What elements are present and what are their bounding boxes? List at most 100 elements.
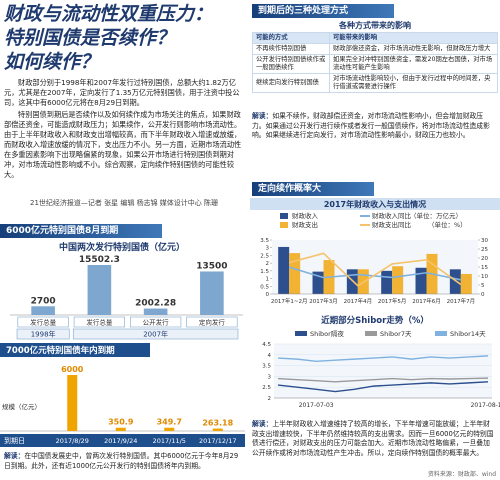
note: 解读：如果不续作，财政部偿还资金，对市场流动性影响小，但会增加财政压力。如果通过… [252,112,496,141]
bar [200,271,224,315]
label-box [186,316,238,328]
plot-bg [274,344,492,398]
x-tick-label: 发行总量 [30,318,57,327]
x-tick-label: 2017-07-03 [299,402,334,409]
y-tick-label: 4.5 [262,342,271,348]
table-cell: 对市场流动性影响较小，但由于发行过程中的时间差，央行借道或需要进行操作 [329,73,498,93]
y2-tick-label: 5 [481,283,485,289]
note-label: 解读： [252,420,273,428]
value-label: 15502.3 [79,255,120,265]
label-box [73,316,125,328]
line [288,266,461,281]
table-header: 可能带来的影响 [329,32,498,44]
y2-tick-label: 20 [481,256,488,262]
legend-swatch [280,222,288,228]
chart: 中国两次发行特别国债（亿元） 2700 发行总量 15502.3 发行总量 2002.28… [10,241,243,340]
title-band [250,198,500,210]
group-label: 2007年 [143,330,168,339]
headline-line: 财政与流动性双重压力： [4,3,214,25]
bar [31,306,55,315]
y-axis-title: 规模（亿元） [2,402,41,411]
y2-tick-label: 30 [481,238,488,244]
x-tick-label: 2017年5月 [378,297,407,305]
table-cell: 不再续作特别国债 [252,43,330,55]
y-tick-label: 0.5 [260,284,269,290]
section-banner: 6000亿元特别国债8月到期 [0,224,162,238]
table-cell: 如果完全对冲特别国债资金，需发20期左右国债，对市场流动性可能产生影响 [329,54,498,74]
bar [381,270,393,294]
x-tick-label: 2017/8/29 [56,437,89,445]
bar [289,253,301,294]
y-tick-label: 3 [268,374,272,380]
y-tick-label: 2.5 [262,385,271,391]
x-tick-label: 2017年4月 [344,297,373,305]
line [277,355,489,362]
note-text: 上半年财政收入增速维持了较高的增长，下半年增速可能放缓；上半年财政支出增速较快，… [252,420,494,457]
y2-tick-label: 0 [481,292,485,298]
note-text: 如果不续作，财政部偿还资金，对市场流动性影响小，但会增加财政压力。如果通过公开发… [252,112,490,139]
note: 解读：上半年财政收入增速维持了较高的增长，下半年增速可能放缓；上半年财政支出增速… [252,420,496,458]
legend-label: Shibor14天 [450,330,486,338]
y-tick-label: 3 [266,246,270,252]
paragraph: 财政部分别于1998年和2007年发行过特别国债，总额大约1.82万亿元，尤其是… [4,78,240,107]
table: 可能的方式 可能带来的影响 不再续作特别国债 财政部偿还资金，对市场流动性无影响，但… [252,32,498,93]
value-label: 350.9 [108,418,134,427]
x-tick-label: 2017/9/24 [104,437,137,445]
value-label: 13500 [196,261,227,271]
legend-swatch [435,331,447,336]
title-band [0,343,150,357]
legend-swatch [295,331,307,336]
paragraph: 特别国债到期后是否续作以及如何续作成为市场关注的焦点，如果财政部偿还资金，可能造… [4,110,242,179]
note-text: 在中国债发展史中，曾两次发行特别国债。其中6000亿元于今年8月29日到期。此外… [4,452,239,470]
byline: 21世纪经济报道—记者 张星 编辑 杨志锦 媒体设计中心 陈珊 [30,199,219,207]
legend-swatch [280,213,288,219]
table-cell: 继续定向发行特别国债 [252,73,330,93]
x-tick-label: 2017年1~2月 [271,297,308,305]
bar [346,269,358,294]
chart-title: 2017年财政收入与支出情况 [324,199,426,209]
value-label: 263.18 [202,419,233,428]
value-label: 2700 [31,296,56,306]
table-header: 可能的方式 [252,32,330,44]
x-tick-label: 公开发行 [143,318,170,327]
y-tick-label: 4 [268,353,272,359]
value-label: 6000 [61,365,84,374]
chart: 2017年财政收入与支出情况 0 0.51 1.5 2 2.53 3.5 0 5 10 15 20 25… [250,198,500,305]
x-tick-label: 2017-08-17 [471,402,500,409]
source: 资料来源：财政部、wind [427,471,496,478]
x-tick-label: 2017/11/5 [153,437,186,445]
group-box [16,328,70,340]
bar [392,266,404,294]
note-label: 解读： [4,452,25,460]
legend-label: 财政收入 [292,211,319,220]
bar [312,271,324,294]
legend-swatch [365,331,377,336]
y-tick-label: 2 [266,261,270,267]
chart-title: 7000亿元特别国债年内到期 [6,345,115,356]
table-title: 各种方式带来的影响 [339,21,411,30]
legend-label: Shibor7天 [380,330,412,338]
axis-band [0,434,245,447]
label-box [130,316,182,328]
x-tick-label: 定向发行 [199,318,226,327]
x-tick-label: 发行总量 [86,318,113,327]
x-tick-label: 2017年7月 [447,297,476,305]
y2-tick-label: 25 [481,247,488,253]
section-banner: 到期后的三种处理方式 [252,4,394,18]
bar [212,428,223,431]
plot-bg [272,240,478,294]
y-tick-label: 3.5 [260,238,269,244]
table-cell: 财政部偿还资金，对市场流动性无影响，但财政压力增大 [329,43,498,55]
bar [115,427,126,431]
y-unit: （单位：万亿元） [410,211,462,220]
note-label: 解读： [252,112,273,120]
table-cell: 公开发行特别国债续作或一般国债续作 [252,54,330,74]
y-tick-label: 3.5 [262,364,271,370]
value-label: 2002.28 [135,299,176,309]
bar [87,265,112,315]
x-tick-label: 2017/12/17 [199,437,236,445]
headline: 财政与流动性双重压力： 特别国债是否续作？ 如何续作？ [4,2,246,74]
bar [449,269,461,294]
